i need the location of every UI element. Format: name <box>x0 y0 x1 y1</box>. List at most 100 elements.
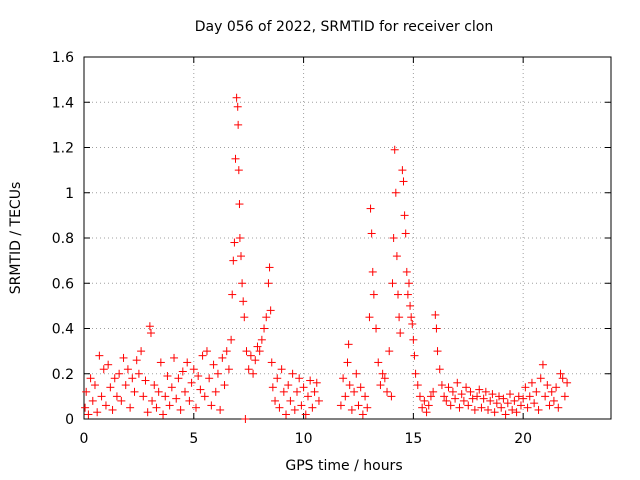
data-point <box>486 396 495 405</box>
data-point <box>392 252 401 261</box>
data-point <box>366 204 375 213</box>
data-point <box>387 392 396 401</box>
data-point <box>216 405 225 414</box>
data-point <box>358 410 367 419</box>
data-point <box>174 374 183 383</box>
data-point <box>194 372 203 381</box>
data-point <box>369 290 378 299</box>
data-point <box>394 290 403 299</box>
data-point <box>246 351 255 360</box>
data-point <box>108 405 117 414</box>
data-point <box>532 387 541 396</box>
data-point <box>198 351 207 360</box>
data-point <box>488 390 497 399</box>
data-point <box>110 374 119 383</box>
data-point <box>290 405 299 414</box>
data-point <box>368 267 377 276</box>
x-tick-label: 0 <box>80 431 89 447</box>
data-point <box>239 297 248 306</box>
data-point <box>525 392 534 401</box>
data-points <box>81 93 572 423</box>
data-point <box>492 399 501 408</box>
data-point <box>374 358 383 367</box>
data-point <box>262 313 271 322</box>
x-tick-label: 15 <box>404 431 422 447</box>
data-point <box>365 313 374 322</box>
data-point <box>409 335 418 344</box>
data-point <box>148 396 157 405</box>
data-point <box>84 410 93 419</box>
data-point <box>424 401 433 410</box>
data-point <box>234 166 243 175</box>
data-point <box>396 329 405 338</box>
data-point <box>152 403 161 412</box>
data-point <box>156 358 165 367</box>
data-point <box>271 396 280 405</box>
data-point <box>545 401 554 410</box>
data-point <box>229 256 238 265</box>
data-point <box>132 356 141 365</box>
data-point <box>398 166 407 175</box>
data-point <box>402 267 411 276</box>
data-point <box>178 367 187 376</box>
data-point <box>121 381 130 390</box>
data-point <box>383 387 392 396</box>
data-point <box>99 365 108 374</box>
data-point <box>354 401 363 410</box>
data-point <box>363 403 372 412</box>
data-point <box>497 403 506 412</box>
data-point <box>536 374 545 383</box>
data-point <box>101 401 110 410</box>
data-point <box>395 313 404 322</box>
data-point <box>413 381 422 390</box>
y-tick-label: 0.4 <box>52 322 74 338</box>
data-point <box>191 403 200 412</box>
data-point <box>400 211 409 220</box>
x-axis-label: GPS time / hours <box>285 458 402 474</box>
data-point <box>240 313 249 322</box>
x-tick-label: 20 <box>514 431 532 447</box>
data-point <box>510 396 519 405</box>
x-tick-label: 10 <box>295 431 313 447</box>
data-point <box>380 374 389 383</box>
data-point <box>106 383 115 392</box>
data-point <box>390 145 399 154</box>
data-point <box>139 392 148 401</box>
data-point <box>172 394 181 403</box>
data-point <box>495 392 504 401</box>
data-point <box>530 399 539 408</box>
data-point <box>277 365 286 374</box>
data-point <box>519 394 528 403</box>
data-point <box>242 347 251 356</box>
chart-title: Day 056 of 2022, SRMTID for receiver clo… <box>195 19 493 35</box>
data-point <box>241 415 250 423</box>
data-point <box>343 358 352 367</box>
data-point <box>391 188 400 197</box>
data-point <box>432 324 441 333</box>
data-point <box>181 387 190 396</box>
data-point <box>523 403 532 412</box>
data-point <box>231 154 240 163</box>
x-axis: 0 5 10 15 20 <box>80 57 532 447</box>
data-point <box>534 405 543 414</box>
data-point <box>253 342 262 351</box>
data-point <box>350 387 359 396</box>
data-point <box>389 234 398 242</box>
data-point <box>563 378 572 387</box>
data-point <box>189 365 198 374</box>
data-point <box>426 392 435 401</box>
data-point <box>549 396 558 405</box>
y-tick-label: 0.8 <box>52 231 74 247</box>
data-point <box>437 381 446 390</box>
data-point <box>230 238 239 247</box>
data-point <box>512 408 521 417</box>
data-point <box>560 392 569 401</box>
data-point <box>284 381 293 390</box>
y-tick-label: 1.4 <box>52 95 74 111</box>
data-point <box>356 383 365 392</box>
data-point <box>146 329 155 338</box>
data-point <box>232 93 241 102</box>
data-point <box>303 392 312 401</box>
data-point <box>88 396 97 405</box>
